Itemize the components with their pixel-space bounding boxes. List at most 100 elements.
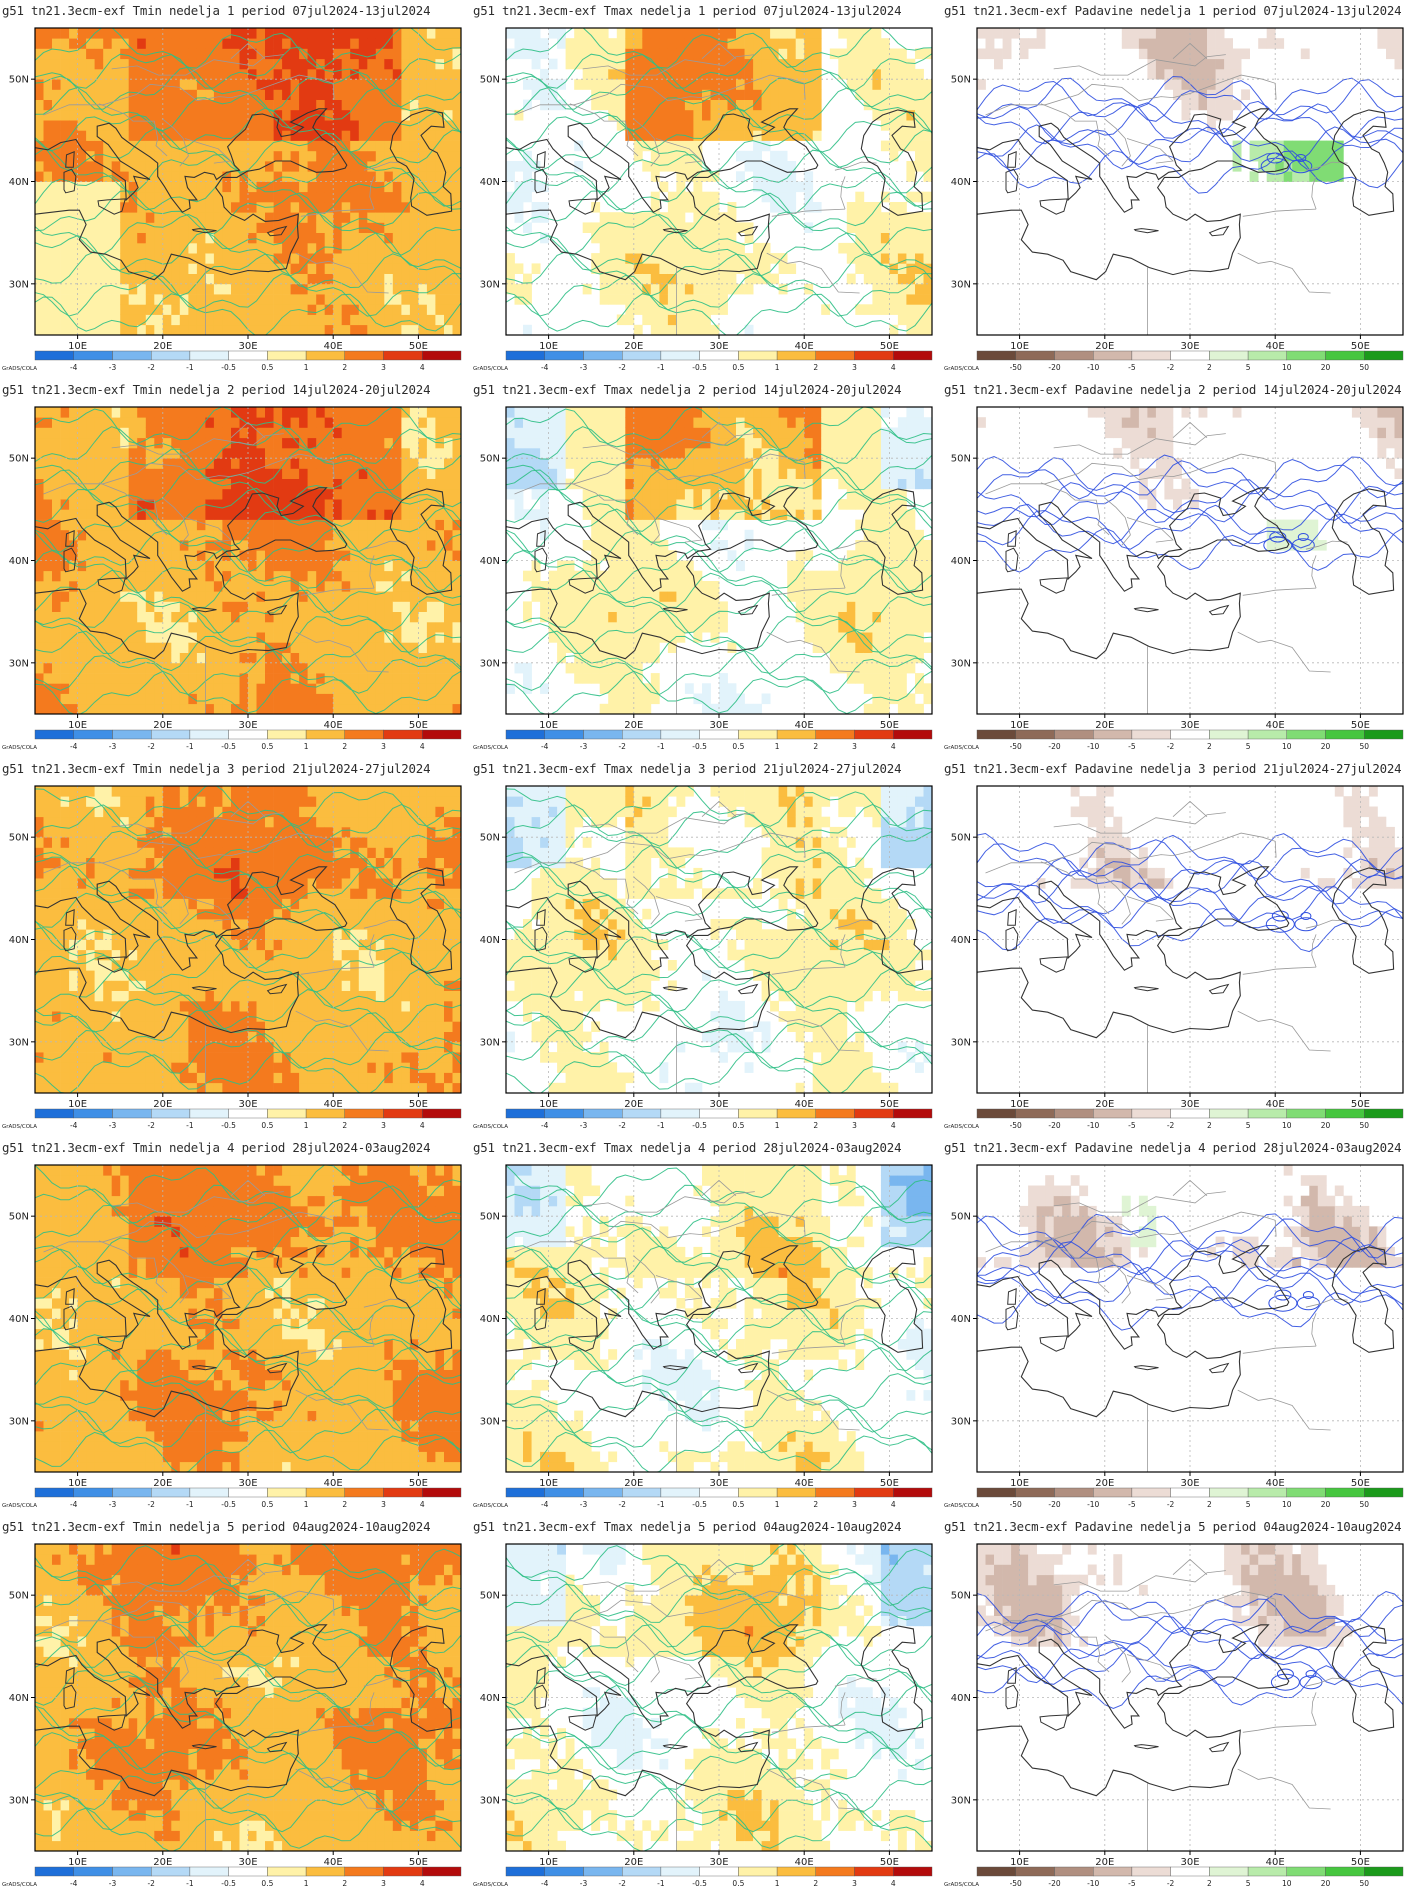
colorbar-label: 2 <box>813 1879 818 1888</box>
panel-title: g51 tn21.3ecm-exf Padavine nedelja 4 per… <box>944 1140 1402 1155</box>
colorbar-label: 1 <box>304 1121 309 1130</box>
colorbar-segment <box>976 1108 1016 1119</box>
credit-label: GrADS/COLA <box>944 1124 979 1130</box>
latitude-label: 30N <box>9 1037 29 1048</box>
latitude-label: 50N <box>480 1591 500 1602</box>
colorbar-segment <box>305 729 346 740</box>
colorbar-label: 5 <box>1246 1121 1251 1130</box>
longitude-label: 20E <box>1095 720 1114 731</box>
colorbar-label: 2 <box>1207 1121 1212 1130</box>
latitude-label: 30N <box>9 1416 29 1427</box>
map-canvas: 10E 20E 30E 40E 50E 50N 40N 30N -4 -3 -2 -1 -0.5 0.5 1… <box>473 1543 933 1888</box>
map-canvas: 10E 20E 30E 40E 50E 50N 40N 30N -50 -20 -10 -5 -2 2 5 1… <box>944 1543 1404 1888</box>
panel-title: g51 tn21.3ecm-exf Tmax nedelja 3 period … <box>473 761 902 776</box>
colorbar-segment <box>1015 1108 1055 1119</box>
colorbar-segment <box>267 1866 307 1877</box>
colorbar-segment <box>1286 729 1326 740</box>
colorbar-segment <box>1092 1108 1133 1119</box>
colorbar-label: -0.5 <box>692 363 707 372</box>
longitude-label: 20E <box>624 1478 643 1489</box>
colorbar-segment <box>1325 350 1365 361</box>
colorbar-segment <box>1247 729 1288 740</box>
colorbar-label: -2 <box>618 1879 626 1888</box>
colorbar-label: 4 <box>891 1121 896 1130</box>
latitude-label: 50N <box>9 1591 29 1602</box>
map-canvas: 10E 20E 30E 40E 50E 50N 40N 30N -50 -20 -10 -5 -2 2 5 1… <box>944 1164 1404 1509</box>
colorbar-label: -4 <box>70 1121 78 1130</box>
credit-label: GrADS/COLA <box>473 366 508 372</box>
colorbar-label: 0.5 <box>261 1500 273 1509</box>
colorbar-label: -10 <box>1087 742 1099 751</box>
colorbar-segment <box>383 729 423 740</box>
credit-label: GrADS/COLA <box>2 366 37 372</box>
colorbar-label: 2 <box>1207 742 1212 751</box>
colorbar-segment <box>1325 1487 1365 1498</box>
longitude-label: 50E <box>409 720 428 731</box>
longitude-label: 10E <box>539 1099 558 1110</box>
colorbar-segment <box>422 1866 462 1877</box>
credit-label: GrADS/COLA <box>473 745 508 751</box>
colorbar-label: -3 <box>580 363 588 372</box>
panel-title: g51 tn21.3ecm-exf Tmax nedelja 2 period … <box>473 382 902 397</box>
colorbar-segment <box>854 729 894 740</box>
colorbar-label: 0.5 <box>261 363 273 372</box>
colorbar-label: -10 <box>1087 1121 1099 1130</box>
longitude-label: 50E <box>880 341 899 352</box>
panel-title: g51 tn21.3ecm-exf Tmin nedelja 3 period … <box>2 761 431 776</box>
colorbar-segment <box>1131 350 1171 361</box>
colorbar-segment <box>1325 729 1365 740</box>
colorbar-segment <box>34 1487 74 1498</box>
longitude-label: 40E <box>1266 1857 1285 1868</box>
longitude-label: 40E <box>1266 720 1285 731</box>
colorbar-segment <box>544 1866 584 1877</box>
colorbar-label: 1 <box>304 363 309 372</box>
longitude-label: 30E <box>1180 1478 1199 1489</box>
colorbar-label: -5 <box>1128 742 1136 751</box>
colorbar-label: 0.5 <box>732 1121 744 1130</box>
longitude-label: 40E <box>324 1478 343 1489</box>
colorbar-segment <box>544 350 584 361</box>
colorbar-label: 20 <box>1321 742 1331 751</box>
longitude-label: 10E <box>68 1478 87 1489</box>
credit-label: GrADS/COLA <box>2 745 37 751</box>
longitude-label: 30E <box>238 1099 257 1110</box>
colorbar-label: -4 <box>70 1500 78 1509</box>
colorbar-segment <box>1092 1866 1133 1877</box>
colorbar-label: 1 <box>775 1500 780 1509</box>
colorbar-label: -5 <box>1128 1879 1136 1888</box>
map-canvas: 10E 20E 30E 40E 50E 50N 40N 30N -4 -3 -2 -1 -0.5 0.5 1… <box>2 1164 462 1509</box>
colorbar-segment <box>815 350 855 361</box>
colorbar-segment <box>422 1108 462 1119</box>
longitude-label: 20E <box>624 341 643 352</box>
colorbar-segment <box>1092 350 1133 361</box>
colorbar-label: -2 <box>147 1500 155 1509</box>
colorbar-segment <box>699 1108 739 1119</box>
colorbar-label: -10 <box>1087 1879 1099 1888</box>
colorbar-label: 0.5 <box>261 742 273 751</box>
colorbar-label: 50 <box>1360 742 1370 751</box>
colorbar-segment <box>305 1487 346 1498</box>
colorbar-segment <box>815 729 855 740</box>
colorbar-segment <box>1286 1108 1326 1119</box>
longitude-label: 10E <box>1010 341 1029 352</box>
colorbar-label: 50 <box>1360 363 1370 372</box>
longitude-label: 50E <box>1351 341 1370 352</box>
map-panel-tmin-week-5: 10E 20E 30E 40E 50E 50N 40N 30N -4 -3 -2 -1 -0.5 0.5 1… <box>0 1516 472 1895</box>
map-panel-padavine-week-3: 10E 20E 30E 40E 50E 50N 40N 30N -50 -20 -10 -5 -2 2 5 1… <box>942 758 1414 1137</box>
colorbar-label: -50 <box>1010 363 1022 372</box>
colorbar-segment <box>228 1866 268 1877</box>
colorbar-label: 4 <box>420 1879 425 1888</box>
colorbar-segment <box>112 1866 152 1877</box>
colorbar-segment <box>112 350 152 361</box>
colorbar-label: -3 <box>580 1500 588 1509</box>
map-panel-tmax-week-4: 10E 20E 30E 40E 50E 50N 40N 30N -4 -3 -2 -1 -0.5 0.5 1… <box>471 1137 943 1516</box>
colorbar-segment <box>1170 1487 1210 1498</box>
colorbar-segment <box>621 1487 662 1498</box>
colorbar-label: 4 <box>420 742 425 751</box>
colorbar-segment <box>699 350 739 361</box>
colorbar-segment <box>776 1487 817 1498</box>
colorbar-segment <box>150 1108 191 1119</box>
colorbar-segment <box>544 729 584 740</box>
longitude-label: 50E <box>409 1857 428 1868</box>
colorbar-label: 0.5 <box>732 1879 744 1888</box>
